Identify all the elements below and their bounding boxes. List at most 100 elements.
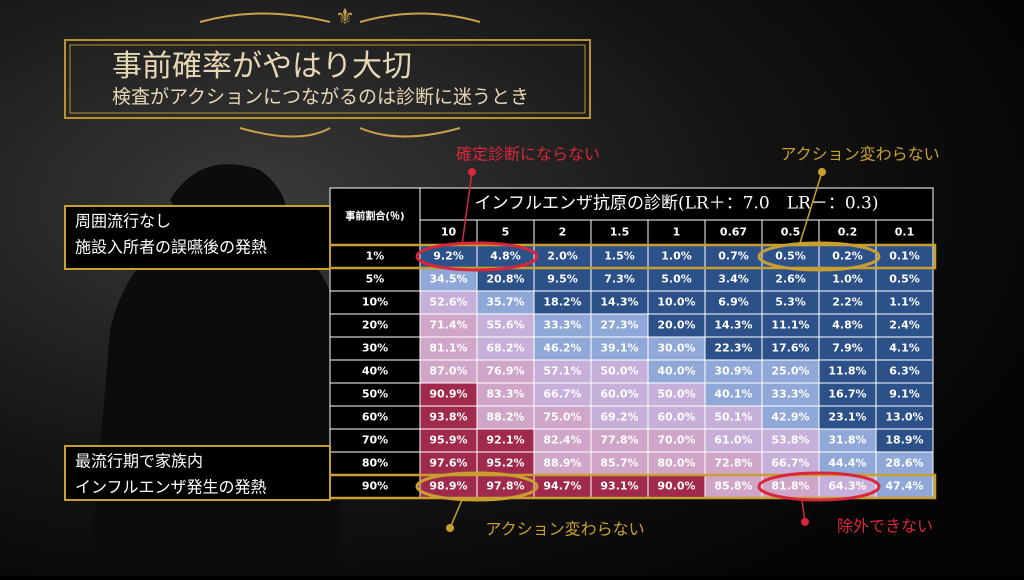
column-header: 0.67 [720, 226, 747, 239]
cell-value: 1.1% [889, 296, 920, 309]
cell-value: 1.0% [832, 273, 863, 286]
cell-value: 18.9% [885, 434, 923, 447]
cell-value: 42.9% [771, 411, 809, 424]
column-header: 1.5 [610, 226, 630, 239]
cell-value: 50.0% [657, 388, 695, 401]
title-frame [64, 39, 591, 119]
annotation: アクション変わらない [780, 145, 939, 164]
table: 事前割合(％)インフルエンザ抗原の診断(LR＋：7.0 LR－：0.3)10 5 2… [329, 187, 934, 499]
column-header-cell [419, 219, 478, 246]
cell-value: 72.8% [714, 457, 752, 470]
row-label: 80% [362, 457, 388, 470]
cell-value: 69.2% [600, 411, 638, 424]
column-header-cell [533, 219, 592, 246]
row-label: 10% [362, 296, 388, 309]
cell-value: 80.0% [657, 457, 695, 470]
cell-value: 94.7% [543, 480, 581, 493]
ornament [199, 12, 481, 138]
cell-value: 11.8% [828, 365, 866, 378]
row-label: 20% [362, 319, 388, 332]
cell-value: 44.4% [828, 457, 866, 470]
row-label: 1% [366, 250, 385, 263]
cell-value: 9.1% [889, 388, 920, 401]
side-label: 施設入所者の誤嚥後の発熱 [75, 238, 267, 257]
row-label: 90% [362, 480, 388, 493]
cell-value: 82.4% [543, 434, 581, 447]
cell-value: 60.0% [600, 388, 638, 401]
cell-value: 64.3% [828, 480, 866, 493]
cell-value: 2.4% [889, 319, 920, 332]
cell-value: 16.7% [828, 388, 866, 401]
cell-value: 11.1% [771, 319, 809, 332]
cell-value: 66.7% [771, 457, 809, 470]
connector-dot [446, 524, 454, 532]
cell-value: 53.8% [771, 434, 809, 447]
cell-value: 1.0% [661, 250, 692, 263]
cell-value: 90.9% [429, 388, 467, 401]
cell-value: 70.0% [657, 434, 695, 447]
column-header: 0.5 [781, 226, 801, 239]
cell-value: 93.1% [600, 480, 638, 493]
cell-value: 3.4% [718, 273, 749, 286]
cell-value: 87.0% [429, 365, 467, 378]
cell-value: 0.1% [889, 250, 920, 263]
side-box [64, 445, 331, 501]
connector [449, 499, 463, 529]
cell-value: 81.8% [771, 480, 809, 493]
row-label: 30% [362, 342, 388, 355]
cell-value: 9.2% [433, 250, 464, 263]
row-label: 50% [362, 388, 388, 401]
cell-value: 92.1% [486, 434, 524, 447]
cell-value: 50.0% [600, 365, 638, 378]
cell-value: 40.1% [714, 388, 752, 401]
cell-value: 13.0% [885, 411, 923, 424]
connector-dot [468, 168, 476, 176]
cell-value: 31.8% [828, 434, 866, 447]
cell-value: 17.6% [771, 342, 809, 355]
title-frame-inner [69, 44, 586, 114]
column-header: 0.2 [838, 226, 858, 239]
cell-value: 4.8% [832, 319, 863, 332]
highlight-ellipse [415, 241, 539, 272]
highlight-ellipse [415, 471, 539, 502]
cell-value: 61.0% [714, 434, 752, 447]
cell-value: 97.8% [486, 480, 524, 493]
cell-value: 18.2% [543, 296, 581, 309]
cell-value: 30.0% [657, 342, 695, 355]
cell-value: 1.5% [604, 250, 635, 263]
cell-value: 88.2% [486, 411, 524, 424]
cell-value: 2.6% [775, 273, 806, 286]
cell-value: 28.6% [885, 457, 923, 470]
column-header: 10 [441, 226, 457, 239]
cell-value: 88.9% [543, 457, 581, 470]
column-header-cell [590, 219, 649, 246]
side-label: インフルエンザ発生の発熱 [75, 478, 267, 497]
cell-value: 5.3% [775, 296, 806, 309]
cell-value: 85.8% [714, 480, 752, 493]
row-label: 40% [362, 365, 388, 378]
cell-value: 27.3% [600, 319, 638, 332]
cell-value: 98.9% [429, 480, 467, 493]
cell-value: 23.1% [828, 411, 866, 424]
row-label: 70% [362, 434, 388, 447]
cell-value: 47.4% [885, 480, 923, 493]
cell-value: 30.9% [714, 365, 752, 378]
cell-value: 0.2% [832, 250, 863, 263]
cell-value: 34.5% [429, 273, 467, 286]
cell-value: 76.9% [486, 365, 524, 378]
ornament-fleur: ⚜ [335, 5, 355, 30]
cell-value: 60.0% [657, 411, 695, 424]
row-label: 5% [366, 273, 385, 286]
cell-value: 90.0% [657, 480, 695, 493]
cell-value: 6.3% [889, 365, 920, 378]
cell-value: 7.3% [604, 273, 635, 286]
annotation: 確定診断にならない [456, 145, 600, 164]
cell-value: 85.7% [600, 457, 638, 470]
cell-value: 4.1% [889, 342, 920, 355]
cell-value: 0.5% [889, 273, 920, 286]
cell-value: 7.9% [832, 342, 863, 355]
cell-value: 6.9% [718, 296, 749, 309]
cell-value: 33.3% [771, 388, 809, 401]
annotation: アクション変わらない [485, 520, 644, 539]
cell-value: 0.5% [775, 250, 806, 263]
